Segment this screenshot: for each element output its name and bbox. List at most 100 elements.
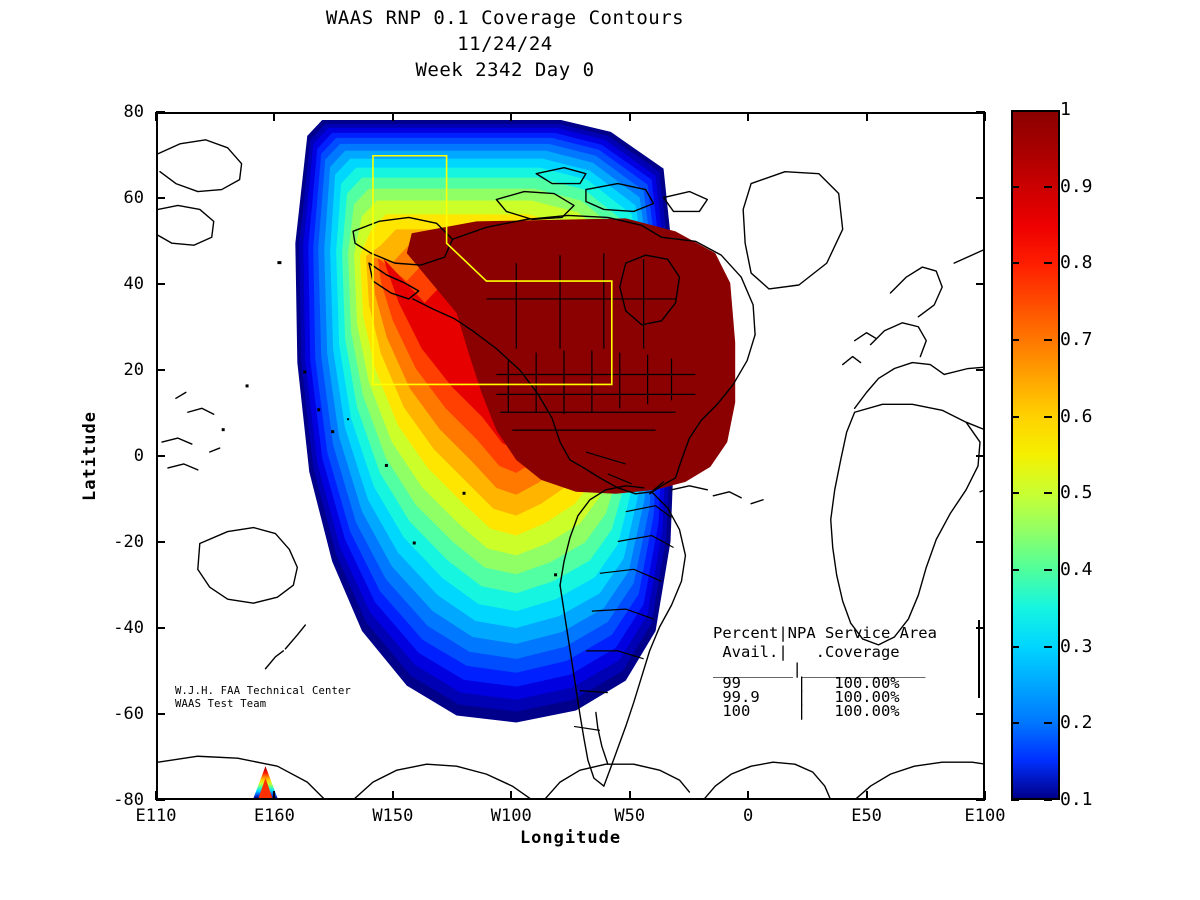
colorbar-tick-mark — [1011, 645, 1019, 648]
colorbar-tick-label: 0.3 — [1060, 635, 1093, 657]
stats-rule: _________|______________ — [713, 660, 925, 678]
x-tick-mark — [984, 112, 986, 121]
colorbar-tick-mark — [1044, 569, 1052, 571]
x-tick-label: W100 — [490, 806, 532, 826]
coastlines — [158, 139, 983, 798]
colorbar-gradient — [1011, 110, 1060, 800]
antarctic-coverage-sliver — [253, 766, 278, 798]
y-tick-mark — [156, 283, 165, 285]
y-tick-mark — [156, 799, 165, 801]
npa-service-area-polygon — [372, 154, 613, 386]
y-tick-label: -60 — [113, 704, 144, 724]
y-tick-mark — [156, 455, 165, 457]
x-tick-mark — [273, 791, 276, 800]
y-tick-label: 0 — [133, 446, 144, 466]
colorbar-tick-mark — [1044, 799, 1052, 801]
x-tick-label: E110 — [135, 806, 177, 826]
colorbar[interactable] — [1011, 110, 1060, 800]
y-tick-mark — [976, 283, 985, 285]
stats-subheader: Avail.| .Coverage — [713, 643, 900, 661]
colorbar-tick-mark — [1044, 645, 1052, 648]
y-tick-mark — [976, 713, 985, 715]
y-tick-label: -40 — [113, 618, 144, 638]
y-tick-mark — [976, 799, 985, 801]
x-tick-mark — [628, 791, 631, 800]
y-tick-label: 40 — [123, 274, 144, 294]
y-tick-mark — [976, 541, 985, 543]
y-axis-label: Latitude — [80, 411, 100, 501]
x-tick-label: E50 — [851, 806, 882, 826]
y-tick-mark — [156, 713, 165, 715]
x-tick-mark — [510, 112, 513, 121]
y-tick-mark — [156, 369, 165, 371]
x-tick-label: 0 — [743, 806, 754, 826]
x-tick-mark — [865, 791, 868, 800]
colorbar-tick-mark — [1011, 569, 1019, 571]
x-tick-mark — [510, 791, 513, 800]
x-tick-label: E160 — [253, 806, 295, 826]
coverage-map — [158, 119, 983, 798]
y-tick-mark — [976, 627, 985, 629]
x-tick-mark — [747, 112, 750, 121]
y-tick-mark — [976, 455, 985, 457]
x-tick-mark — [391, 791, 394, 800]
y-tick-label: 20 — [123, 360, 144, 380]
x-tick-label: E100 — [964, 806, 1006, 826]
x-tick-mark — [273, 112, 276, 121]
x-tick-mark — [984, 791, 986, 800]
x-axis-label: Longitude — [519, 828, 622, 848]
y-tick-mark — [156, 197, 165, 199]
colorbar-tick-label: 0.5 — [1060, 482, 1093, 504]
x-tick-label: W50 — [614, 806, 646, 826]
chart-title-block: WAAS RNP 0.1 Coverage Contours 11/24/24 … — [0, 5, 1010, 83]
colorbar-tick-label: 0.6 — [1060, 405, 1093, 427]
colorbar-tick-label: 0.7 — [1060, 329, 1093, 350]
colorbar-tick-mark — [1011, 339, 1019, 341]
colorbar-tick-label: 0.8 — [1060, 252, 1093, 274]
x-tick-mark — [155, 112, 157, 121]
credit-text: W.J.H. FAA Technical Center WAAS Test Tea… — [175, 685, 351, 711]
y-tick-mark — [976, 111, 985, 113]
political-borders — [486, 253, 696, 731]
x-tick-label: W150 — [372, 806, 414, 826]
contour-bands — [295, 119, 736, 723]
colorbar-tick-mark — [1044, 262, 1052, 265]
y-tick-mark — [976, 369, 985, 371]
y-tick-label: -80 — [113, 790, 144, 810]
stats-header: Percent|NPA Service Area — [713, 624, 937, 642]
y-tick-label: 80 — [123, 102, 144, 122]
colorbar-tick-mark — [1044, 339, 1052, 341]
colorbar-tick-mark — [1011, 722, 1019, 725]
x-tick-mark — [628, 112, 631, 121]
stats-row: 99.9 | 100.00% — [713, 688, 900, 706]
chart-title-line2: 11/24/24 — [457, 33, 553, 55]
stats-right-rule — [978, 620, 980, 698]
colorbar-tick-mark — [1011, 185, 1019, 188]
island-specks — [221, 261, 558, 577]
stats-table: Percent|NPA Service Area Avail.| .Covera… — [713, 624, 937, 720]
chart-title-line3: Week 2342 Day 0 — [415, 59, 595, 81]
x-tick-mark — [747, 791, 750, 800]
stats-row: 100 | 100.00% — [713, 702, 900, 720]
colorbar-tick-label: 0.4 — [1060, 559, 1093, 580]
colorbar-tick-mark — [1011, 492, 1019, 495]
y-tick-label: 60 — [123, 188, 144, 208]
colorbar-tick-label: 1 — [1060, 99, 1071, 120]
credit-line1: W.J.H. FAA Technical Center — [175, 685, 352, 697]
y-tick-mark — [156, 111, 165, 113]
x-tick-mark — [865, 112, 868, 121]
colorbar-tick-mark — [1044, 722, 1052, 725]
colorbar-tick-label: 0.1 — [1060, 789, 1093, 810]
colorbar-tick-mark — [1011, 799, 1019, 801]
colorbar-tick-mark — [1044, 415, 1052, 418]
map-plot-area — [156, 112, 985, 800]
x-tick-mark — [391, 112, 394, 121]
colorbar-tick-mark — [1044, 492, 1052, 495]
stats-row: 99 | 100.00% — [713, 674, 900, 692]
colorbar-tick-mark — [1011, 262, 1019, 265]
y-tick-mark — [156, 541, 165, 543]
y-tick-mark — [156, 627, 165, 629]
credit-line2: WAAS Test Team — [175, 698, 267, 710]
chart-title-line1: WAAS RNP 0.1 Coverage Contours — [325, 7, 685, 29]
